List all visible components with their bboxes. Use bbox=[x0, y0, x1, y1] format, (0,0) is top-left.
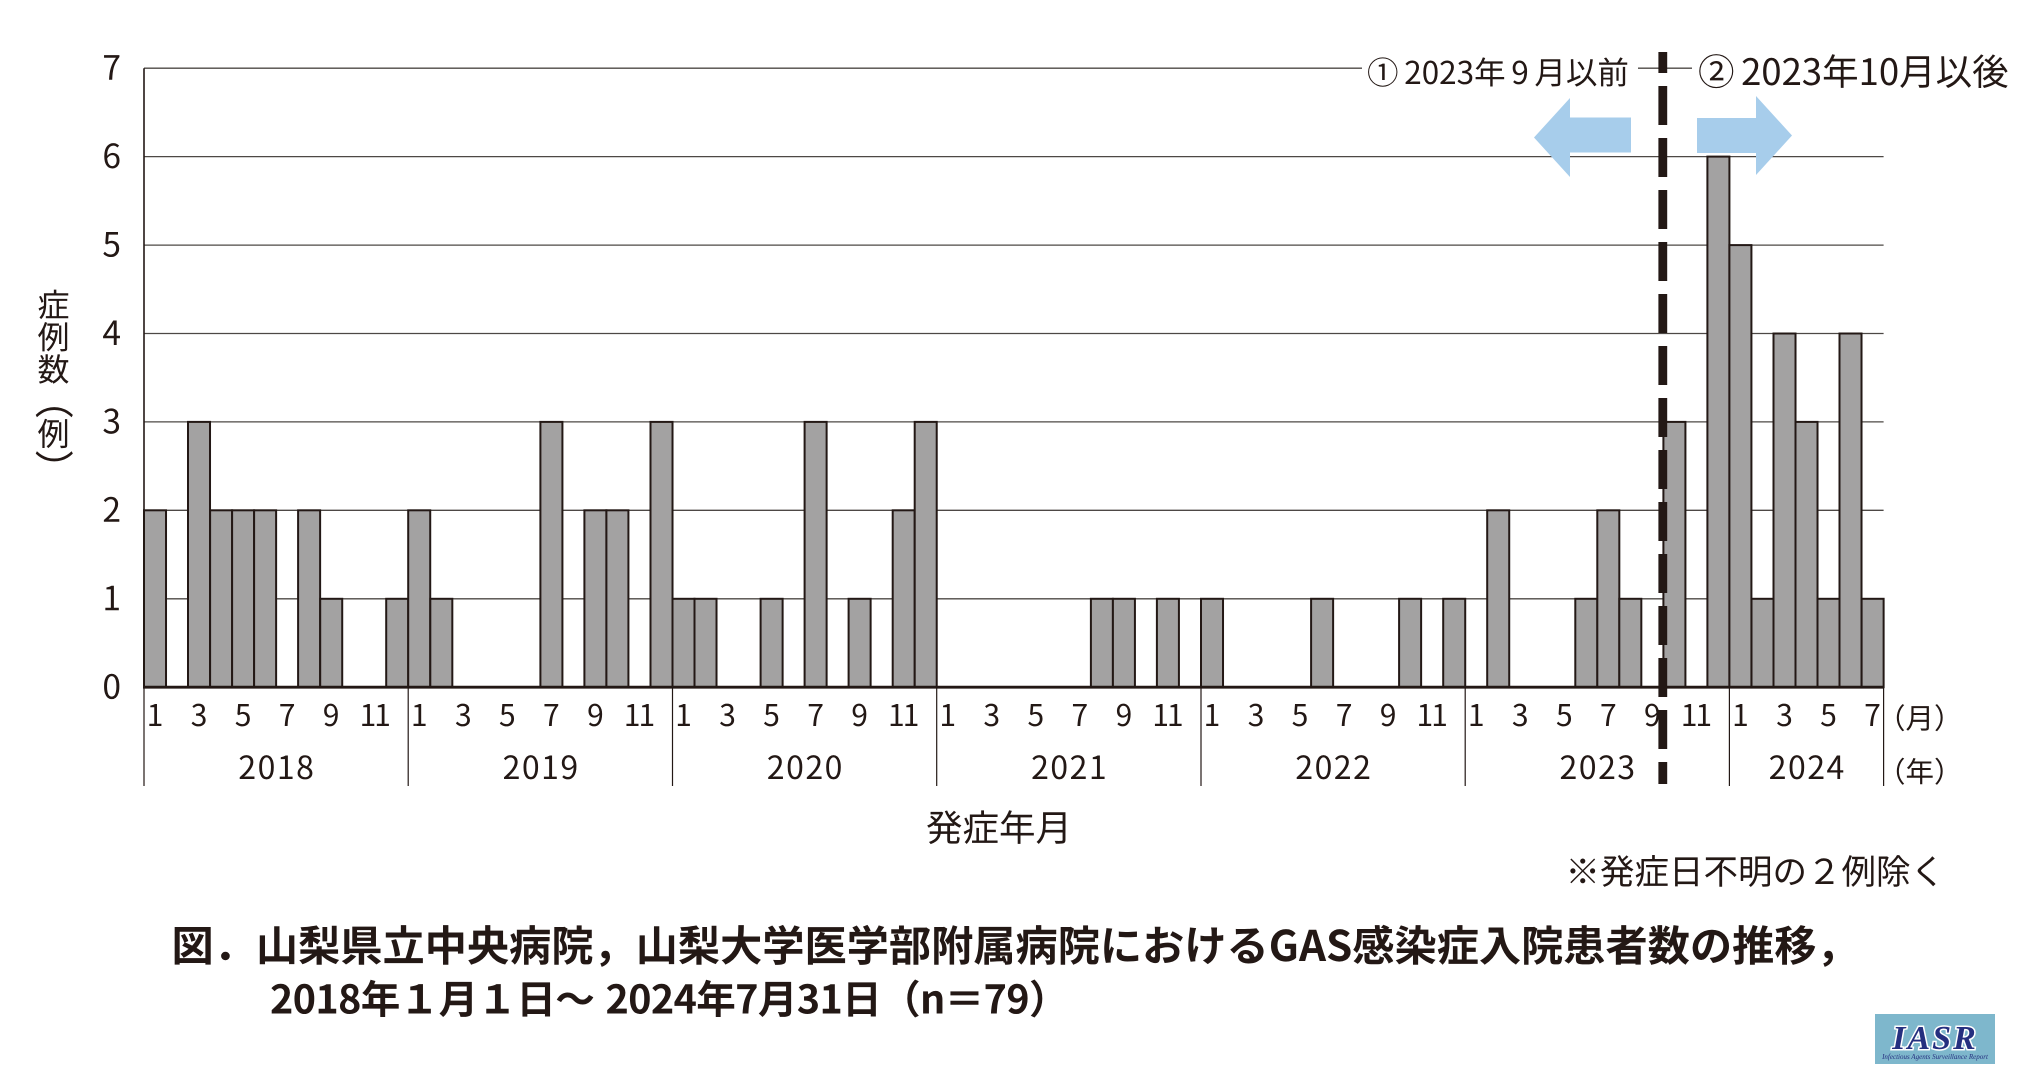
svg-text:IASR: IASR bbox=[1891, 1020, 1978, 1057]
svg-text:IASR: IASR bbox=[1891, 1020, 1978, 1057]
svg-text:Infectious Agents Surveillance: Infectious Agents Surveillance Report bbox=[1881, 1053, 1989, 1061]
